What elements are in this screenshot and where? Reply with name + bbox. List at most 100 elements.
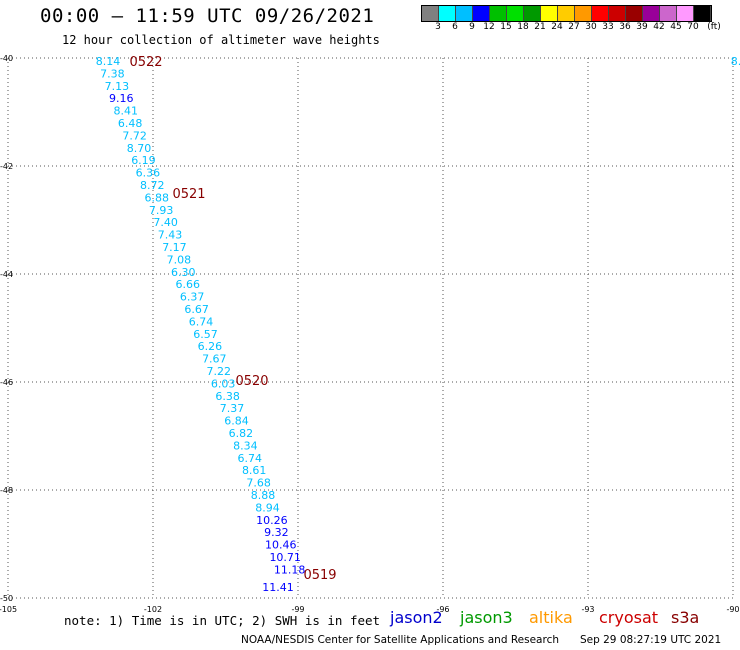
legend-label: 9: [469, 22, 475, 32]
legend-label: 39: [636, 22, 648, 32]
wave-height-label: 7.22: [207, 365, 232, 378]
legend-label: 70: [687, 22, 699, 32]
legend-swatch: [524, 6, 541, 21]
wave-height-label: 6.03: [211, 377, 236, 390]
legend-swatch: [422, 6, 439, 21]
time-label: 0519: [303, 568, 336, 583]
x-tick-label: -102: [144, 605, 162, 614]
legend-label: 3: [435, 22, 441, 32]
legend-label: 15: [500, 22, 512, 32]
satellite-cryosat: cryosat: [599, 608, 659, 627]
legend-swatch: [456, 6, 473, 21]
legend-swatch: [541, 6, 558, 21]
x-tick-label: -105: [0, 605, 17, 614]
wave-height-label: 8.: [731, 55, 740, 68]
note-text: note: 1) Time is in UTC; 2) SWH is in fe…: [64, 613, 381, 628]
wave-height-label: 7.43: [158, 229, 183, 242]
wave-height-label: 9.16: [109, 92, 134, 105]
legend-swatch: [490, 6, 507, 21]
legend-label: 18: [517, 22, 529, 32]
legend-label: 27: [568, 22, 580, 32]
time-label: 0521: [172, 187, 205, 202]
wave-height-label: 6.38: [215, 390, 240, 403]
wave-height-label: 11.18: [274, 563, 306, 576]
y-tick-label: -40: [0, 54, 13, 63]
time-label: 0522: [129, 55, 162, 70]
footer-timestamp: Sep 29 08:27:19 UTC 2021: [580, 634, 722, 646]
wave-height-label: 8.61: [242, 464, 267, 477]
chart-title: 00:00 – 11:59 UTC 09/26/2021: [40, 5, 375, 27]
legend-label: 33: [602, 22, 614, 32]
wave-height-label: 8.88: [251, 489, 276, 502]
legend-swatch: [643, 6, 660, 21]
wave-height-label: 8.14: [96, 55, 121, 68]
wave-height-label: 10.46: [265, 539, 297, 552]
wave-height-label: 8.72: [140, 179, 165, 192]
wave-height-label: 8.34: [233, 439, 258, 452]
legend-swatch: [660, 6, 677, 21]
wave-height-label: 11.41: [262, 581, 294, 594]
satellite-jason3: jason3: [460, 608, 513, 627]
wave-height-label: 10.71: [269, 551, 301, 564]
y-tick-label: -42: [0, 162, 13, 171]
satellite-altika: altika: [529, 608, 573, 627]
color-scale-labels: 3 6 9 12 15 18 21 24 27 30 33 36 39 42 45 70 (ft): [421, 22, 740, 36]
wave-height-label: 6.88: [144, 191, 169, 204]
wave-height-label: 6.74: [189, 315, 214, 328]
color-scale-legend: [421, 5, 712, 22]
wave-height-label: 6.19: [131, 154, 156, 167]
legend-swatch: [558, 6, 575, 21]
wave-height-label: 8.41: [113, 105, 138, 118]
x-tick-label: -99: [291, 605, 304, 614]
legend-label: 24: [551, 22, 563, 32]
y-tick-label: -48: [0, 486, 13, 495]
legend-swatch: [626, 6, 643, 21]
legend-swatch: [694, 6, 711, 21]
legend-swatch: [439, 6, 456, 21]
x-tick-label: -96: [436, 605, 449, 614]
wave-height-label: 7.38: [100, 67, 125, 80]
wave-height-label: 9.32: [264, 526, 289, 539]
wave-height-label: 6.74: [238, 452, 263, 465]
legend-swatch: [609, 6, 626, 21]
wave-height-label: 7.93: [149, 204, 174, 217]
legend-label: (ft): [707, 22, 721, 32]
y-tick-label: -50: [0, 594, 13, 603]
wave-height-label: 7.37: [220, 402, 245, 415]
legend-swatch: [473, 6, 490, 21]
y-tick-label: -44: [0, 270, 13, 279]
satellite-s3a: s3a: [671, 608, 700, 627]
wave-height-label: 7.68: [246, 477, 271, 490]
wave-height-label: 8.70: [127, 142, 152, 155]
wave-height-label: 6.57: [193, 328, 218, 341]
legend-label: 45: [670, 22, 682, 32]
legend-swatch: [507, 6, 524, 21]
legend-swatch: [592, 6, 609, 21]
legend-label: 30: [585, 22, 597, 32]
legend-swatch: [575, 6, 592, 21]
legend-label: 12: [483, 22, 495, 32]
wave-height-label: 7.13: [105, 80, 130, 93]
wave-height-label: 6.37: [180, 291, 205, 304]
time-label: 0520: [235, 374, 268, 389]
wave-height-label: 6.66: [175, 278, 200, 291]
wave-height-label: 6.67: [184, 303, 209, 316]
wave-height-label: 6.26: [198, 340, 223, 353]
wave-height-label: 7.40: [153, 216, 178, 229]
legend-label: 6: [452, 22, 458, 32]
chart-subtitle: 12 hour collection of altimeter wave hei…: [62, 33, 380, 47]
satellite-jason2: jason2: [390, 608, 443, 627]
legend-swatch: [677, 6, 694, 21]
x-tick-label: -90: [726, 605, 739, 614]
wave-height-label: 10.26: [256, 514, 288, 527]
wave-height-label: 6.48: [118, 117, 143, 130]
wave-height-label: 8.94: [255, 501, 280, 514]
legend-label: 36: [619, 22, 631, 32]
wave-height-label: 6.30: [171, 266, 196, 279]
wave-height-label: 6.36: [136, 167, 161, 180]
wave-height-label: 7.08: [167, 253, 192, 266]
wave-height-label: 6.82: [229, 427, 254, 440]
wave-height-label: 7.17: [162, 241, 187, 254]
wave-height-label: 7.67: [202, 353, 227, 366]
x-tick-label: -93: [581, 605, 594, 614]
